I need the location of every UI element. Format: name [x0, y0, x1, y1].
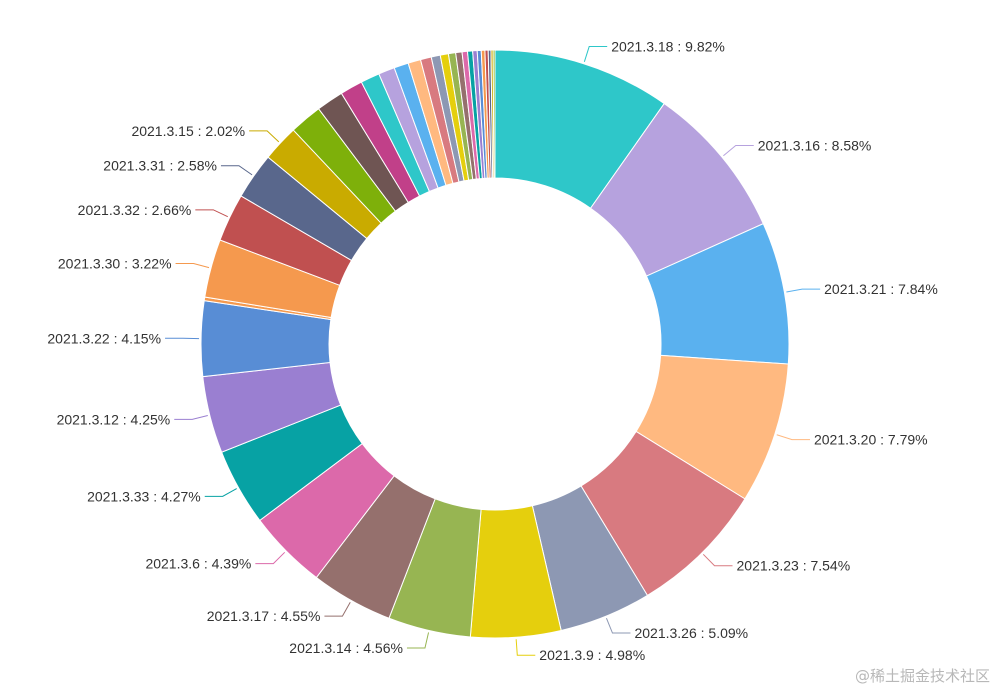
label-line-2021-3-18 — [583, 46, 608, 62]
label-line-2021-3-31 — [220, 165, 253, 176]
label-line-2021-3-26 — [605, 618, 631, 634]
label-2021-3-31: 2021.3.31 : 2.58% — [103, 158, 217, 174]
label-2021-3-32: 2021.3.32 : 2.66% — [78, 202, 192, 218]
slice-minor-38[interactable] — [492, 49, 496, 179]
label-line-2021-3-12 — [174, 415, 208, 420]
label-line-2021-3-20 — [776, 434, 810, 441]
label-line-2021-3-6 — [255, 551, 286, 565]
label-2021-3-21: 2021.3.21 : 7.84% — [824, 281, 938, 297]
label-line-2021-3-33 — [204, 488, 237, 497]
label-line-2021-3-15 — [249, 130, 280, 143]
label-2021-3-30: 2021.3.30 : 3.22% — [58, 256, 172, 272]
chart-labels: 2021.3.18 : 9.82% 2021.3.16 : 8.58% 2021.3… — [47, 39, 937, 664]
label-2021-3-17: 2021.3.17 : 4.55% — [207, 608, 321, 624]
label-2021-3-20: 2021.3.20 : 7.79% — [814, 432, 928, 448]
label-2021-3-23: 2021.3.23 : 7.54% — [737, 558, 851, 574]
label-line-2021-3-30 — [175, 263, 210, 269]
label-2021-3-14: 2021.3.14 : 4.56% — [289, 640, 403, 656]
label-2021-3-12: 2021.3.12 : 4.25% — [57, 411, 171, 427]
label-2021-3-6: 2021.3.6 : 4.39% — [145, 556, 251, 572]
label-2021-3-26: 2021.3.26 : 5.09% — [634, 625, 748, 641]
label-line-2021-3-23 — [702, 553, 733, 567]
label-line-2021-3-16 — [723, 145, 754, 157]
label-2021-3-15: 2021.3.15 : 2.02% — [131, 123, 245, 139]
watermark: @稀土掘金技术社区 — [854, 667, 990, 685]
label-line-2021-3-21 — [786, 288, 821, 293]
label-line-2021-3-32 — [195, 209, 228, 218]
label-2021-3-16: 2021.3.16 : 8.58% — [758, 138, 872, 154]
label-2021-3-9: 2021.3.9 : 4.98% — [539, 647, 645, 663]
chart-slices — [200, 49, 790, 639]
label-line-2021-3-9 — [515, 639, 536, 656]
label-2021-3-18: 2021.3.18 : 9.82% — [611, 39, 725, 55]
label-2021-3-22: 2021.3.22 : 4.15% — [47, 330, 161, 346]
label-line-2021-3-14 — [406, 632, 430, 649]
label-line-2021-3-17 — [324, 601, 351, 617]
label-2021-3-33: 2021.3.33 : 4.27% — [87, 488, 201, 504]
